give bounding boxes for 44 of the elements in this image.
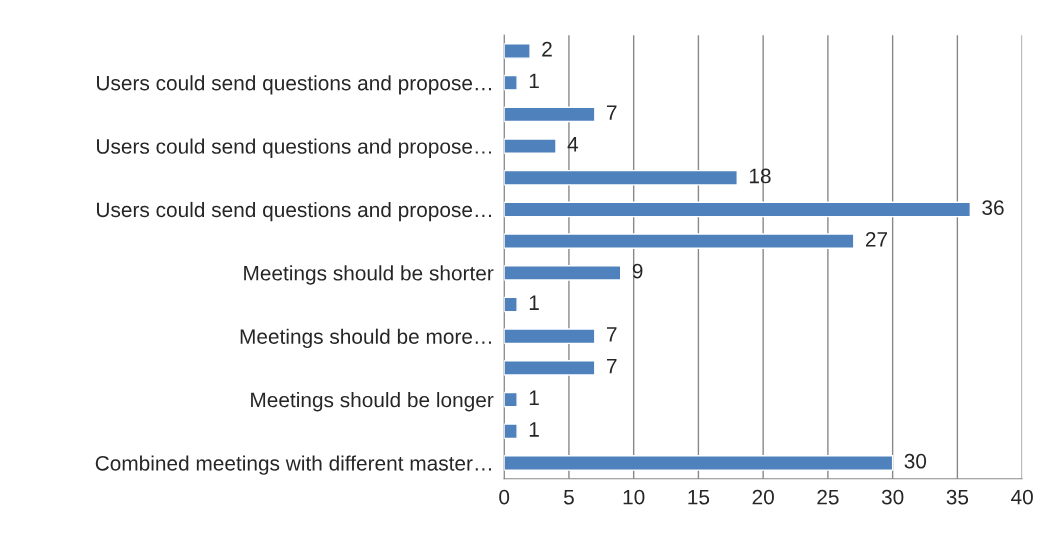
data-label: 4 xyxy=(567,137,579,152)
bar xyxy=(504,264,622,281)
y-tick-label: Meetings should be shorter xyxy=(244,265,494,285)
bar xyxy=(504,138,557,154)
data-label: 1 xyxy=(529,73,539,89)
bar xyxy=(504,169,738,186)
x-tick-label: 10 xyxy=(623,489,645,505)
y-tick-label: Meetings should be more… xyxy=(240,328,491,349)
x-tick-label: 40 xyxy=(1011,489,1033,505)
bar xyxy=(504,201,972,218)
bar xyxy=(504,360,596,376)
bar xyxy=(504,328,596,345)
data-label: 7 xyxy=(607,105,617,120)
y-tick-label: Users could send questions and propose… xyxy=(97,138,491,158)
data-label: 36 xyxy=(982,200,1004,216)
bar xyxy=(504,391,518,408)
y-tick-label: Users could send questions and propose… xyxy=(97,75,491,95)
y-tick-label: Users could send questions and propose… xyxy=(97,201,491,222)
bar xyxy=(504,106,596,123)
data-label: 9 xyxy=(632,263,643,279)
data-label: 7 xyxy=(607,358,617,374)
data-label: 7 xyxy=(607,327,617,342)
data-label: 1 xyxy=(529,295,539,310)
x-tick-label: 15 xyxy=(688,489,710,505)
bar xyxy=(504,296,518,313)
data-label: 27 xyxy=(865,231,888,247)
data-label: 1 xyxy=(529,422,539,437)
data-label: 18 xyxy=(749,168,771,184)
x-tick-label: 0 xyxy=(499,489,510,505)
bar xyxy=(504,43,531,59)
data-label: 1 xyxy=(529,390,539,405)
y-tick-label: Meetings should be longer xyxy=(251,392,494,412)
data-label: 2 xyxy=(542,41,552,57)
x-tick-label: 25 xyxy=(817,489,839,505)
x-tick-label: 30 xyxy=(881,489,904,505)
x-tick-label: 35 xyxy=(946,489,969,505)
bar xyxy=(504,233,855,249)
y-tick-label: Combined meetings with different master… xyxy=(95,455,491,475)
bar xyxy=(504,74,518,91)
x-tick-label: 20 xyxy=(752,489,774,505)
data-label: 30 xyxy=(904,453,927,469)
bar xyxy=(504,423,518,440)
x-tick-label: 5 xyxy=(563,489,574,505)
bar xyxy=(504,455,894,471)
